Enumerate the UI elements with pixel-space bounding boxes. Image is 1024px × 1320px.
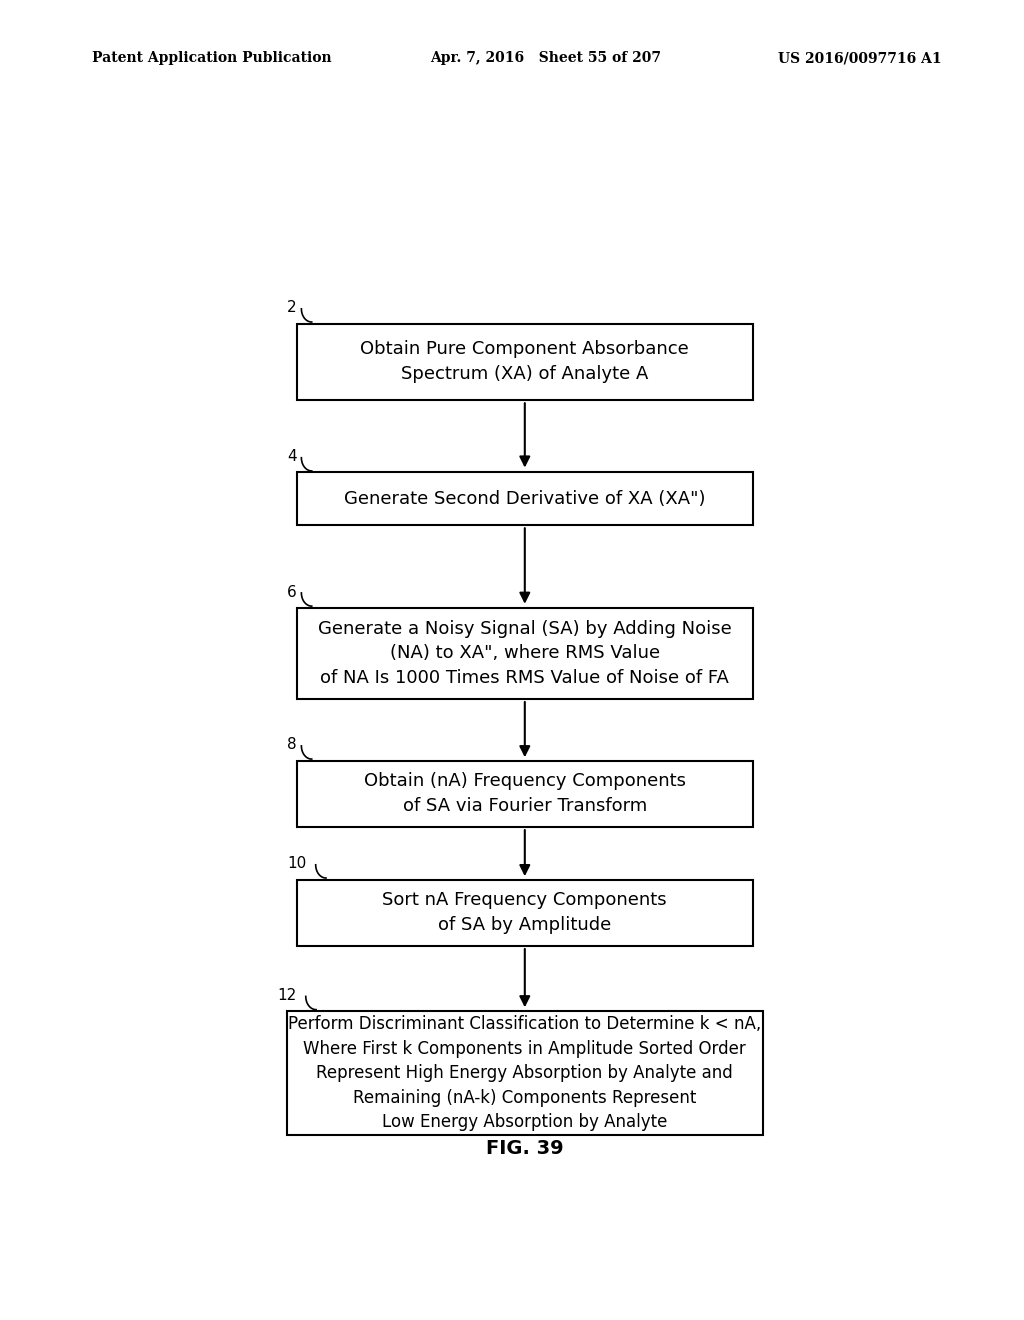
FancyBboxPatch shape (297, 760, 753, 826)
Text: US 2016/0097716 A1: US 2016/0097716 A1 (778, 51, 942, 65)
FancyBboxPatch shape (297, 607, 753, 700)
Text: Sort nA Frequency Components: Sort nA Frequency Components (383, 891, 667, 909)
Text: FIG. 39: FIG. 39 (486, 1139, 563, 1158)
FancyBboxPatch shape (297, 323, 753, 400)
Text: Apr. 7, 2016   Sheet 55 of 207: Apr. 7, 2016 Sheet 55 of 207 (430, 51, 662, 65)
Text: (NA) to XA", where RMS Value: (NA) to XA", where RMS Value (390, 644, 659, 663)
Text: of SA by Amplitude: of SA by Amplitude (438, 916, 611, 933)
Text: Represent High Energy Absorption by Analyte and: Represent High Energy Absorption by Anal… (316, 1064, 733, 1082)
FancyBboxPatch shape (297, 473, 753, 525)
Text: Where First k Components in Amplitude Sorted Order: Where First k Components in Amplitude So… (303, 1040, 746, 1057)
Text: 12: 12 (278, 989, 296, 1003)
Text: Low Energy Absorption by Analyte: Low Energy Absorption by Analyte (382, 1113, 668, 1131)
Text: Perform Discriminant Classification to Determine k < nA,: Perform Discriminant Classification to D… (288, 1015, 762, 1034)
Text: Generate a Noisy Signal (SA) by Adding Noise: Generate a Noisy Signal (SA) by Adding N… (317, 620, 732, 638)
Text: Spectrum (XA) of Analyte A: Spectrum (XA) of Analyte A (401, 364, 648, 383)
Text: 2: 2 (287, 301, 297, 315)
Text: Obtain Pure Component Absorbance: Obtain Pure Component Absorbance (360, 341, 689, 359)
Text: Obtain (nA) Frequency Components: Obtain (nA) Frequency Components (364, 772, 686, 791)
Text: of SA via Fourier Transform: of SA via Fourier Transform (402, 797, 647, 814)
Text: 8: 8 (287, 738, 297, 752)
Text: 4: 4 (287, 449, 297, 465)
FancyBboxPatch shape (287, 1011, 763, 1135)
Text: Generate Second Derivative of XA (XA"): Generate Second Derivative of XA (XA") (344, 490, 706, 508)
Text: 10: 10 (287, 857, 306, 871)
Text: Remaining (nA-k) Components Represent: Remaining (nA-k) Components Represent (353, 1089, 696, 1106)
Text: of NA Is 1000 Times RMS Value of Noise of FA: of NA Is 1000 Times RMS Value of Noise o… (321, 669, 729, 686)
Text: Patent Application Publication: Patent Application Publication (92, 51, 332, 65)
Text: 6: 6 (287, 585, 297, 599)
FancyBboxPatch shape (297, 879, 753, 945)
